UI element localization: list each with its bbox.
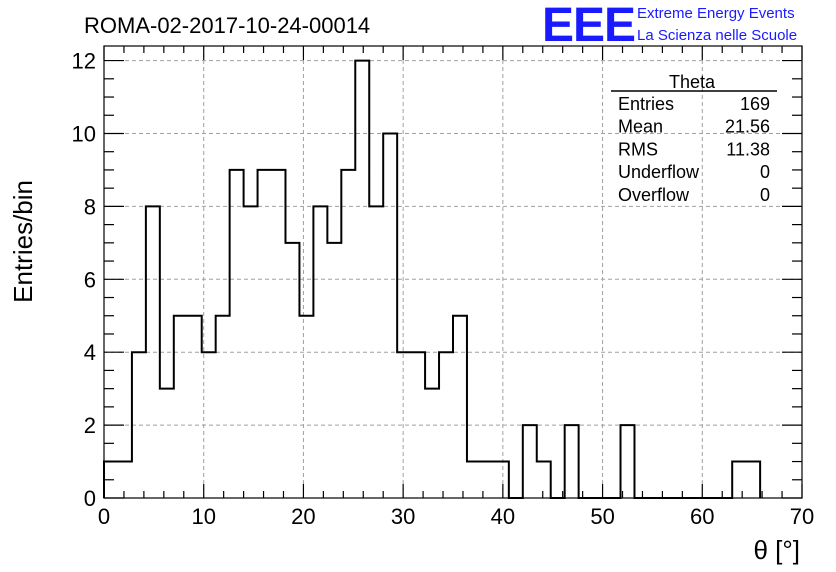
histogram-bin	[397, 352, 411, 498]
histogram-bin	[118, 462, 132, 498]
x-axis-label: θ [°]	[753, 535, 800, 565]
x-tick-label: 0	[98, 504, 110, 529]
plot-frame	[103, 45, 803, 499]
histogram-bin	[411, 352, 425, 498]
stats-value: 11.38	[726, 139, 770, 159]
histogram-bin	[383, 133, 397, 498]
stats-value: 0	[760, 185, 770, 205]
stats-value: 169	[740, 94, 770, 114]
histogram-bin	[258, 170, 272, 498]
stats-label: Entries	[618, 94, 674, 114]
histogram-bin	[425, 389, 439, 498]
x-tick-label: 70	[790, 504, 814, 529]
histogram-bin	[285, 243, 299, 498]
histogram-bin	[746, 462, 760, 498]
histogram-bin	[299, 316, 313, 498]
histogram-bars	[103, 59, 762, 499]
histogram-bin	[313, 206, 327, 498]
x-tick-label: 50	[590, 504, 614, 529]
y-tick-label: 4	[84, 340, 96, 365]
histogram-bin	[230, 170, 244, 498]
histogram-bin	[132, 352, 146, 498]
histogram-bin	[467, 462, 481, 498]
grid	[104, 46, 802, 498]
axis-ticks: 0 10 20 30 40 50 60 70 0 2 4 6 8 10 12	[72, 46, 814, 529]
histogram-bin	[453, 316, 467, 498]
histogram-bin	[537, 462, 551, 498]
y-tick-label: 0	[84, 486, 96, 511]
x-tick-label: 40	[491, 504, 515, 529]
logo-line2: La Scienza nelle Scuole	[637, 27, 797, 44]
histogram-bin	[621, 425, 635, 498]
histogram-bin	[272, 170, 286, 498]
histogram-bin	[174, 316, 188, 498]
histogram-bin	[732, 462, 746, 498]
histogram-bin	[216, 316, 230, 498]
histogram-bin	[146, 206, 160, 498]
y-tick-label: 2	[84, 413, 96, 438]
histogram-bin	[565, 425, 579, 498]
histogram-bin	[341, 170, 355, 498]
histogram-bin	[188, 316, 202, 498]
histogram-bin	[355, 61, 369, 498]
x-tick-label: 60	[690, 504, 714, 529]
histogram-bin	[523, 425, 537, 498]
stats-label: Overflow	[618, 185, 690, 205]
y-tick-label: 8	[84, 194, 96, 219]
histogram-bin	[495, 462, 509, 498]
stats-label: RMS	[618, 139, 658, 159]
histogram-bin	[439, 352, 453, 498]
histogram-bin	[327, 243, 341, 498]
y-axis-label: Entries/bin	[8, 180, 38, 303]
histogram-bin	[202, 352, 216, 498]
stats-rows: Entries 169 Mean 21.56 RMS 11.38 Underflow 0 Ove…	[618, 94, 770, 205]
logo-line1: Extreme Energy Events	[637, 5, 795, 22]
y-tick-label: 6	[84, 267, 96, 292]
y-tick-label: 12	[72, 49, 96, 74]
x-tick-label: 20	[291, 504, 315, 529]
stats-value: 0	[760, 162, 770, 182]
x-tick-label: 10	[191, 504, 215, 529]
eee-logo: EEE	[542, 0, 635, 52]
y-tick-label: 10	[72, 121, 96, 146]
stats-title: Theta	[669, 72, 716, 92]
stats-box: Theta Entries 169 Mean 21.56 RMS 11.38 Underfl…	[611, 72, 777, 205]
histogram-bin	[160, 389, 174, 498]
stats-label: Underflow	[618, 162, 700, 182]
stats-label: Mean	[618, 117, 663, 137]
histogram-bin	[369, 206, 383, 498]
stats-value: 21.56	[725, 117, 770, 137]
histogram-bin	[244, 206, 258, 498]
x-tick-label: 30	[391, 504, 415, 529]
chart-title: ROMA-02-2017-10-24-00014	[84, 13, 370, 38]
histogram-outline	[103, 59, 762, 499]
